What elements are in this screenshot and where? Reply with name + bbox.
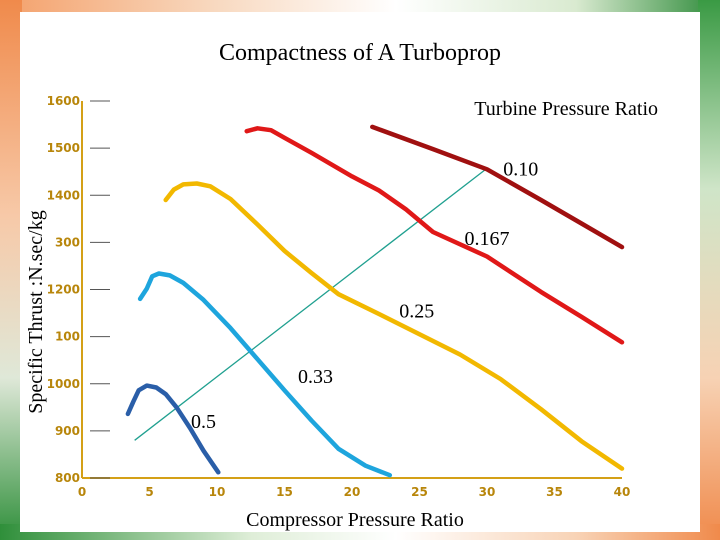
line-label-0.10: 0.10: [503, 158, 538, 180]
x-tick-label: 15: [276, 485, 293, 499]
slide-border-right: [698, 0, 720, 540]
y-axis-label: Specific Thrust :N.sec/kg: [25, 210, 47, 413]
x-tick-label: 20: [344, 485, 361, 499]
series-line-0.10: [370, 124, 625, 250]
x-tick-label: 5: [145, 485, 153, 499]
axes: [81, 101, 622, 479]
x-tick-label: 40: [614, 485, 631, 499]
x-tick-label: 10: [209, 485, 226, 499]
line-label-0.167: 0.167: [465, 228, 510, 250]
legend-title: Turbine Pressure Ratio: [474, 98, 658, 120]
y-tick-label: 1400: [47, 188, 80, 202]
x-tick-label: 35: [546, 485, 563, 499]
x-tick-label: 0: [78, 485, 86, 499]
series-line-0.5: [125, 383, 221, 475]
x-tick-label: 25: [411, 485, 428, 499]
series-group: [125, 124, 625, 478]
series-line-0.167: [244, 126, 625, 345]
tick-labels: 800 900 1000 100 1200 300 1400 1500 1600 0 5 10 15 20…: [47, 94, 631, 499]
y-tick-label: 300: [55, 235, 80, 249]
diagonal-line-group: [134, 168, 487, 441]
series-line-0.25: [163, 181, 625, 471]
y-tick-label: 1600: [47, 94, 80, 108]
x-tick-label: 30: [479, 485, 496, 499]
y-tick-label: 1500: [47, 141, 80, 155]
y-tick-label: 800: [55, 471, 80, 485]
line-label-0.33: 0.33: [298, 366, 333, 388]
turbine-ratio-diagonal: [134, 168, 487, 441]
line-label-0.5: 0.5: [191, 411, 216, 433]
y-tick-label: 900: [55, 424, 80, 438]
line-labels: 0.10 0.167 0.25 0.33 0.5: [191, 158, 538, 433]
line-label-0.25: 0.25: [399, 300, 434, 322]
y-tick-label: 1000: [47, 377, 80, 391]
y-tick-label: 100: [55, 330, 80, 344]
x-axis-label: Compressor Pressure Ratio: [246, 509, 464, 531]
slide-border-left: [0, 0, 22, 540]
y-tick-label: 1200: [47, 283, 80, 297]
chart-title: Compactness of A Turboprop: [219, 40, 501, 66]
series-line-0.33: [137, 271, 393, 478]
